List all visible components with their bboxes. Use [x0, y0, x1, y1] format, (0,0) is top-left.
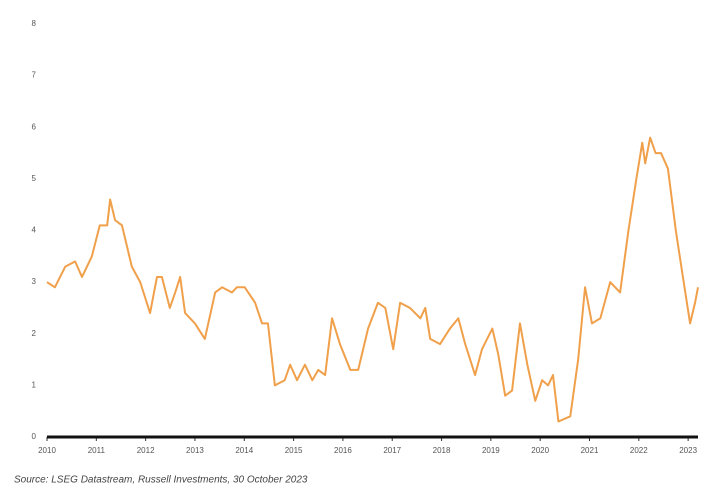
y-tick-label: 7: [32, 71, 37, 80]
x-tick-label: 2015: [285, 446, 303, 455]
y-tick-label: 3: [32, 277, 37, 286]
x-tick-label: 2012: [137, 446, 155, 455]
x-tick-label: 2017: [383, 446, 401, 455]
x-tick-label: 2011: [88, 446, 106, 455]
x-tick-label: 2019: [482, 446, 500, 455]
x-tick-label: 2014: [235, 446, 253, 455]
y-tick-label: 2: [32, 329, 37, 338]
y-tick-label: 8: [32, 19, 37, 28]
x-tick-label: 2021: [581, 446, 599, 455]
y-tick-label: 1: [32, 380, 37, 389]
y-tick-label: 6: [32, 122, 37, 131]
source-note: Source: LSEG Datastream, Russell Investm…: [14, 475, 308, 486]
y-tick-label: 4: [32, 226, 37, 235]
x-tick-label: 2018: [433, 446, 451, 455]
x-tick-label: 2010: [38, 446, 56, 455]
data-line: [46, 136, 699, 423]
x-tick-label: 2022: [630, 446, 648, 455]
y-tick-label: 0: [32, 432, 37, 441]
x-tick-label: 2013: [186, 446, 204, 455]
y-tick-label: 5: [32, 174, 37, 183]
x-tick-label: 2023: [679, 446, 697, 455]
x-tick-label: 2016: [334, 446, 352, 455]
x-tick-label: 2020: [531, 446, 549, 455]
